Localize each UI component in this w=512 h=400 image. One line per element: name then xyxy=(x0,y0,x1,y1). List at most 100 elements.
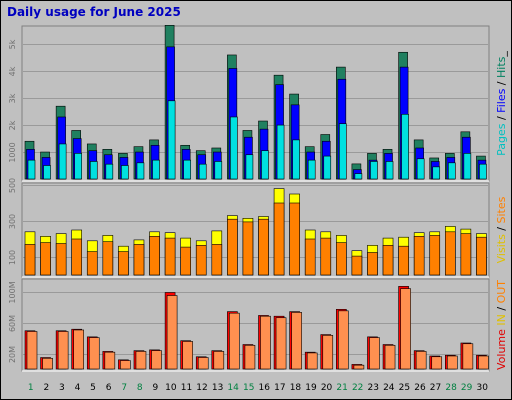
bar-out-day-3 xyxy=(57,331,69,370)
bar-out-day-29 xyxy=(462,343,474,370)
bar-sites-day-19 xyxy=(304,238,316,276)
y-tick-label: 100M xyxy=(8,281,17,303)
day-label-10: 10 xyxy=(165,383,177,393)
bar-sites-day-2 xyxy=(40,242,51,276)
bar-out-day-26 xyxy=(415,351,427,370)
bar-out-day-5 xyxy=(88,337,100,370)
bar-pages-day-27 xyxy=(432,166,441,180)
bar-pages-day-18 xyxy=(292,139,300,180)
bar-pages-day-1 xyxy=(27,159,36,180)
bar-pages-day-26 xyxy=(416,158,425,180)
bar-out-day-15 xyxy=(244,344,256,370)
legend-entry: Sites xyxy=(495,196,508,223)
bar-pages-day-15 xyxy=(245,154,254,180)
bar-pages-day-23 xyxy=(370,161,378,180)
bar-sites-day-13 xyxy=(211,244,223,276)
bar-out-day-28 xyxy=(446,355,458,370)
bar-sites-day-11 xyxy=(180,246,191,276)
legend-entry: Hits xyxy=(495,56,508,78)
bar-pages-day-12 xyxy=(198,163,207,180)
legend-entry: _ xyxy=(495,51,508,58)
legend-visits: Visits / Sites xyxy=(495,196,508,263)
bar-sites-day-22 xyxy=(351,255,363,276)
day-label-19: 19 xyxy=(305,383,317,393)
bar-pages-day-25 xyxy=(401,113,409,180)
bar-out-day-2 xyxy=(42,357,53,370)
bar-out-day-8 xyxy=(135,351,147,370)
legend-entry: / xyxy=(495,113,508,124)
day-label-27: 27 xyxy=(430,383,441,393)
legend-entry: Volume xyxy=(495,329,508,370)
chart-title: Daily usage for June 2025 xyxy=(7,5,181,19)
day-label-30: 30 xyxy=(476,383,488,393)
bar-pages-day-30 xyxy=(479,163,487,180)
bar-pages-day-2 xyxy=(43,165,51,180)
bar-sites-day-4 xyxy=(71,238,82,276)
bar-pages-day-3 xyxy=(58,143,67,180)
bar-sites-day-28 xyxy=(444,231,456,276)
day-label-11: 11 xyxy=(181,383,192,393)
legend-entry: OUT xyxy=(495,280,508,304)
bar-out-day-23 xyxy=(369,337,380,370)
panel-volume: 20M 60M 100M Volume IN / OUT xyxy=(8,278,508,372)
day-label-26: 26 xyxy=(414,383,426,393)
bar-pages-day-17 xyxy=(276,124,285,180)
day-label-18: 18 xyxy=(290,383,302,393)
bar-sites-day-10 xyxy=(164,237,176,276)
chart-panels: 1000 2k 3k 4k 5k Pages / Files / Hits_ 100 300 5… xyxy=(8,25,508,372)
bar-pages-day-4 xyxy=(74,153,82,180)
y-tick-label: 4k xyxy=(8,66,17,76)
bar-sites-day-21 xyxy=(336,242,347,276)
bar-pages-day-5 xyxy=(89,161,98,180)
bar-pages-day-7 xyxy=(121,165,129,180)
y-tick-label: 2k xyxy=(8,120,17,130)
bar-out-day-9 xyxy=(151,350,162,370)
panel-frame xyxy=(21,182,490,278)
bar-pages-day-10 xyxy=(167,100,176,180)
bar-out-day-4 xyxy=(73,329,84,370)
day-label-3: 3 xyxy=(59,383,65,393)
bar-pages-day-6 xyxy=(105,163,114,180)
y-tick-label: 5k xyxy=(8,39,17,49)
bar-pages-day-28 xyxy=(447,162,456,180)
bar-pages-day-11 xyxy=(183,159,191,180)
bar-sites-day-5 xyxy=(86,251,98,276)
legend-volume: Volume IN / OUT xyxy=(495,280,508,370)
legend-hits: Pages / Files / Hits_ xyxy=(495,51,508,156)
bar-sites-day-14 xyxy=(227,218,238,276)
y-tick-label: 1000 xyxy=(8,142,17,162)
bar-out-day-25 xyxy=(400,288,411,370)
legend-entry: / xyxy=(495,303,508,314)
day-label-7: 7 xyxy=(121,383,127,393)
day-label-4: 4 xyxy=(75,383,81,393)
bar-out-day-17 xyxy=(275,317,287,370)
panel-frame xyxy=(21,278,490,372)
day-label-5: 5 xyxy=(90,383,96,393)
bar-sites-day-17 xyxy=(273,202,285,276)
bar-out-day-30 xyxy=(478,355,489,370)
panel-visits: 100 300 500 Visits / Sites xyxy=(8,178,508,278)
bar-sites-day-23 xyxy=(367,252,378,276)
bar-out-day-7 xyxy=(120,360,131,370)
bar-sites-day-30 xyxy=(476,236,487,276)
bar-sites-day-6 xyxy=(102,241,114,276)
bar-pages-day-14 xyxy=(230,116,238,180)
bar-sites-day-12 xyxy=(195,245,207,276)
bar-sites-day-29 xyxy=(460,233,472,276)
bar-sites-day-3 xyxy=(55,243,67,276)
day-label-23: 23 xyxy=(368,383,379,393)
day-label-15: 15 xyxy=(243,383,254,393)
day-label-6: 6 xyxy=(106,383,112,393)
bar-sites-day-24 xyxy=(382,245,394,276)
bar-sites-day-26 xyxy=(413,236,425,276)
bar-out-day-14 xyxy=(229,312,240,370)
day-label-8: 8 xyxy=(137,383,143,393)
bar-out-day-24 xyxy=(384,344,396,370)
bar-out-day-22 xyxy=(353,364,365,370)
legend-entry: / xyxy=(495,78,508,89)
bar-out-day-20 xyxy=(322,335,334,370)
bar-out-day-6 xyxy=(104,351,116,370)
day-label-1: 1 xyxy=(28,383,34,393)
